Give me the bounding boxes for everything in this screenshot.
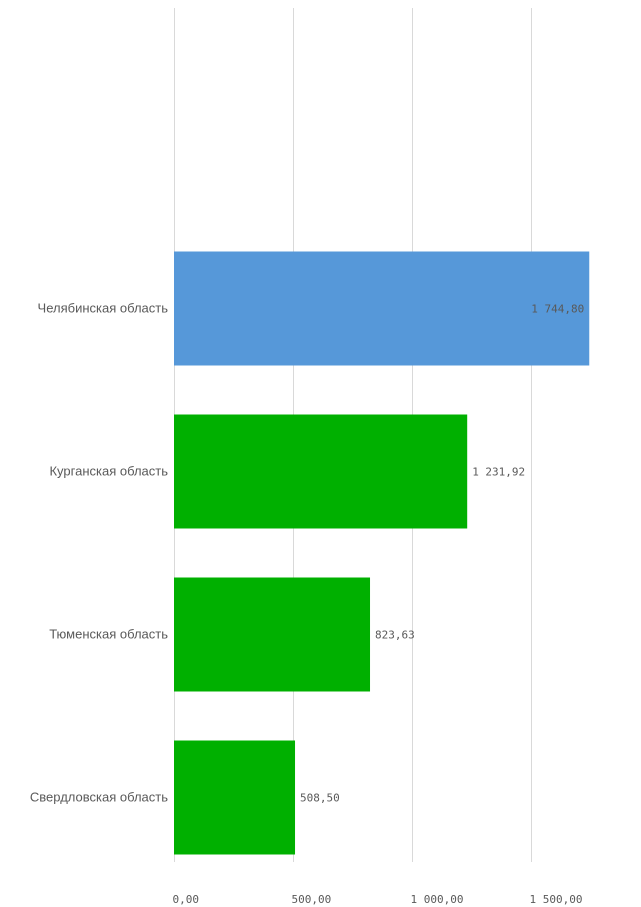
category-label: Челябинская область	[38, 301, 169, 316]
bar[interactable]	[174, 414, 468, 529]
bar[interactable]	[174, 577, 371, 692]
x-tick-label: 0,00	[173, 893, 200, 906]
value-labels: 1 744,80 1 231,92 823,63 508,50	[300, 303, 584, 805]
category-labels: Челябинская область Курганская область Тюм…	[30, 301, 168, 805]
category-label: Тюменская область	[49, 627, 168, 642]
x-tick-label: 1 000,00	[411, 893, 464, 906]
value-label: 1 744,80	[531, 303, 584, 316]
bar[interactable]	[174, 740, 296, 855]
bar[interactable]	[174, 251, 590, 366]
value-label: 508,50	[300, 792, 340, 805]
x-tick-label: 1 500,00	[530, 893, 583, 906]
category-label: Курганская область	[49, 464, 168, 479]
value-label: 1 231,92	[472, 466, 525, 479]
category-label: Свердловская область	[30, 790, 168, 805]
bars	[174, 251, 590, 855]
x-tick-label: 500,00	[292, 893, 332, 906]
value-label: 823,63	[375, 629, 415, 642]
